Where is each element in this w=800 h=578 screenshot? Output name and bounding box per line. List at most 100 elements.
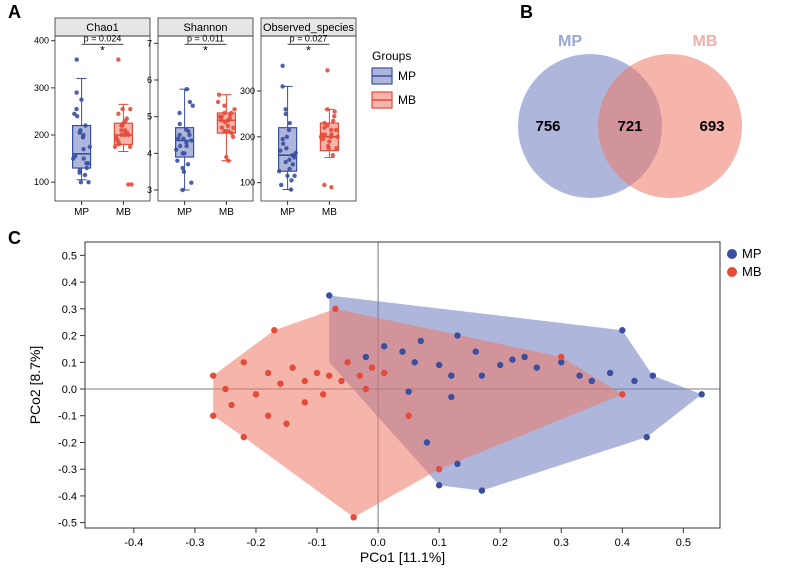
svg-text:MP: MP <box>742 246 762 261</box>
point-MB <box>357 372 363 378</box>
svg-text:MB: MB <box>116 207 131 218</box>
svg-text:-0.1: -0.1 <box>58 411 77 423</box>
venn-left-count: 756 <box>535 118 560 135</box>
jitter-point <box>181 136 185 140</box>
jitter-point <box>129 182 133 186</box>
jitter-point <box>178 144 182 148</box>
jitter-point <box>175 158 179 162</box>
point-MP <box>424 439 430 445</box>
svg-text:0.2: 0.2 <box>62 331 77 343</box>
jitter-point <box>81 133 85 137</box>
jitter-point <box>226 158 230 162</box>
point-MB <box>332 306 338 312</box>
svg-text:6: 6 <box>147 75 152 85</box>
jitter-point <box>116 57 120 61</box>
jitter-point <box>77 171 81 175</box>
jitter-point <box>329 135 333 139</box>
jitter-point <box>217 92 221 96</box>
jitter-point <box>331 119 335 123</box>
svg-text:-0.3: -0.3 <box>185 537 204 549</box>
jitter-point <box>329 128 333 132</box>
jitter-point <box>280 64 284 68</box>
svg-text:-0.2: -0.2 <box>58 437 77 449</box>
jitter-point <box>283 160 287 164</box>
jitter-point <box>219 114 223 118</box>
point-MB <box>405 413 411 419</box>
jitter-point <box>334 128 338 132</box>
svg-text:0.2: 0.2 <box>493 537 508 549</box>
point-MB <box>283 421 289 427</box>
facet: Observed_species100200300MPMBp = 0.027* <box>240 18 356 218</box>
point-MB <box>265 370 271 376</box>
jitter-point <box>177 111 181 115</box>
point-MB <box>222 386 228 392</box>
jitter-point <box>284 112 288 116</box>
point-MP <box>631 378 637 384</box>
jitter-point <box>113 145 117 149</box>
jitter-point <box>335 135 339 139</box>
svg-text:Chao1: Chao1 <box>86 22 118 34</box>
jitter-point <box>116 112 120 116</box>
svg-text:200: 200 <box>240 132 255 142</box>
point-MP <box>607 370 613 376</box>
legend-dot <box>727 249 737 259</box>
jitter-point <box>188 100 192 104</box>
panel-B-venn: 756721693MPMB <box>460 8 790 218</box>
svg-text:MP: MP <box>74 207 89 218</box>
point-MB <box>363 386 369 392</box>
svg-text:MP: MP <box>177 207 192 218</box>
jitter-point <box>182 151 186 155</box>
legend-dot <box>727 267 737 277</box>
svg-text:400: 400 <box>34 36 49 46</box>
point-MB <box>302 378 308 384</box>
jitter-point <box>281 142 285 146</box>
svg-text:0.5: 0.5 <box>676 537 691 549</box>
point-MB <box>326 372 332 378</box>
jitter-point <box>289 178 293 182</box>
point-MB <box>344 359 350 365</box>
jitter-point <box>181 188 185 192</box>
svg-text:MB: MB <box>742 264 762 279</box>
jitter-point <box>114 135 118 139</box>
jitter-point <box>74 107 78 111</box>
jitter-point <box>178 122 182 126</box>
svg-text:-0.2: -0.2 <box>246 537 265 549</box>
jitter-point <box>326 146 330 150</box>
point-MB <box>210 413 216 419</box>
jitter-point <box>189 180 193 184</box>
jitter-point <box>229 131 233 135</box>
svg-text:300: 300 <box>240 86 255 96</box>
jitter-point <box>329 185 333 189</box>
jitter-point <box>216 100 220 104</box>
jitter-point <box>125 116 129 120</box>
jitter-point <box>83 123 87 127</box>
jitter-point <box>226 124 230 128</box>
jitter-point <box>88 145 92 149</box>
point-MP <box>619 327 625 333</box>
jitter-point <box>117 142 121 146</box>
point-MP <box>405 388 411 394</box>
point-MP <box>381 343 387 349</box>
jitter-point <box>86 161 90 165</box>
svg-text:0.4: 0.4 <box>62 277 77 289</box>
jitter-point <box>81 147 85 151</box>
jitter-point <box>220 125 224 129</box>
venn-intersection-count: 721 <box>617 118 642 135</box>
jitter-point <box>289 187 293 191</box>
point-MP <box>436 482 442 488</box>
jitter-point <box>285 174 289 178</box>
jitter-point <box>222 111 226 115</box>
facet-panel <box>261 36 356 201</box>
svg-text:p = 0.027: p = 0.027 <box>290 33 328 43</box>
svg-text:Groups: Groups <box>372 49 411 63</box>
jitter-point <box>186 129 190 133</box>
jitter-point <box>319 135 323 139</box>
jitter-point <box>332 114 336 118</box>
jitter-point <box>278 148 282 152</box>
point-MP <box>698 391 704 397</box>
jitter-point <box>82 156 86 160</box>
jitter-point <box>279 183 283 187</box>
jitter-point <box>79 97 83 101</box>
point-MP <box>589 378 595 384</box>
jitter-point <box>224 155 228 159</box>
